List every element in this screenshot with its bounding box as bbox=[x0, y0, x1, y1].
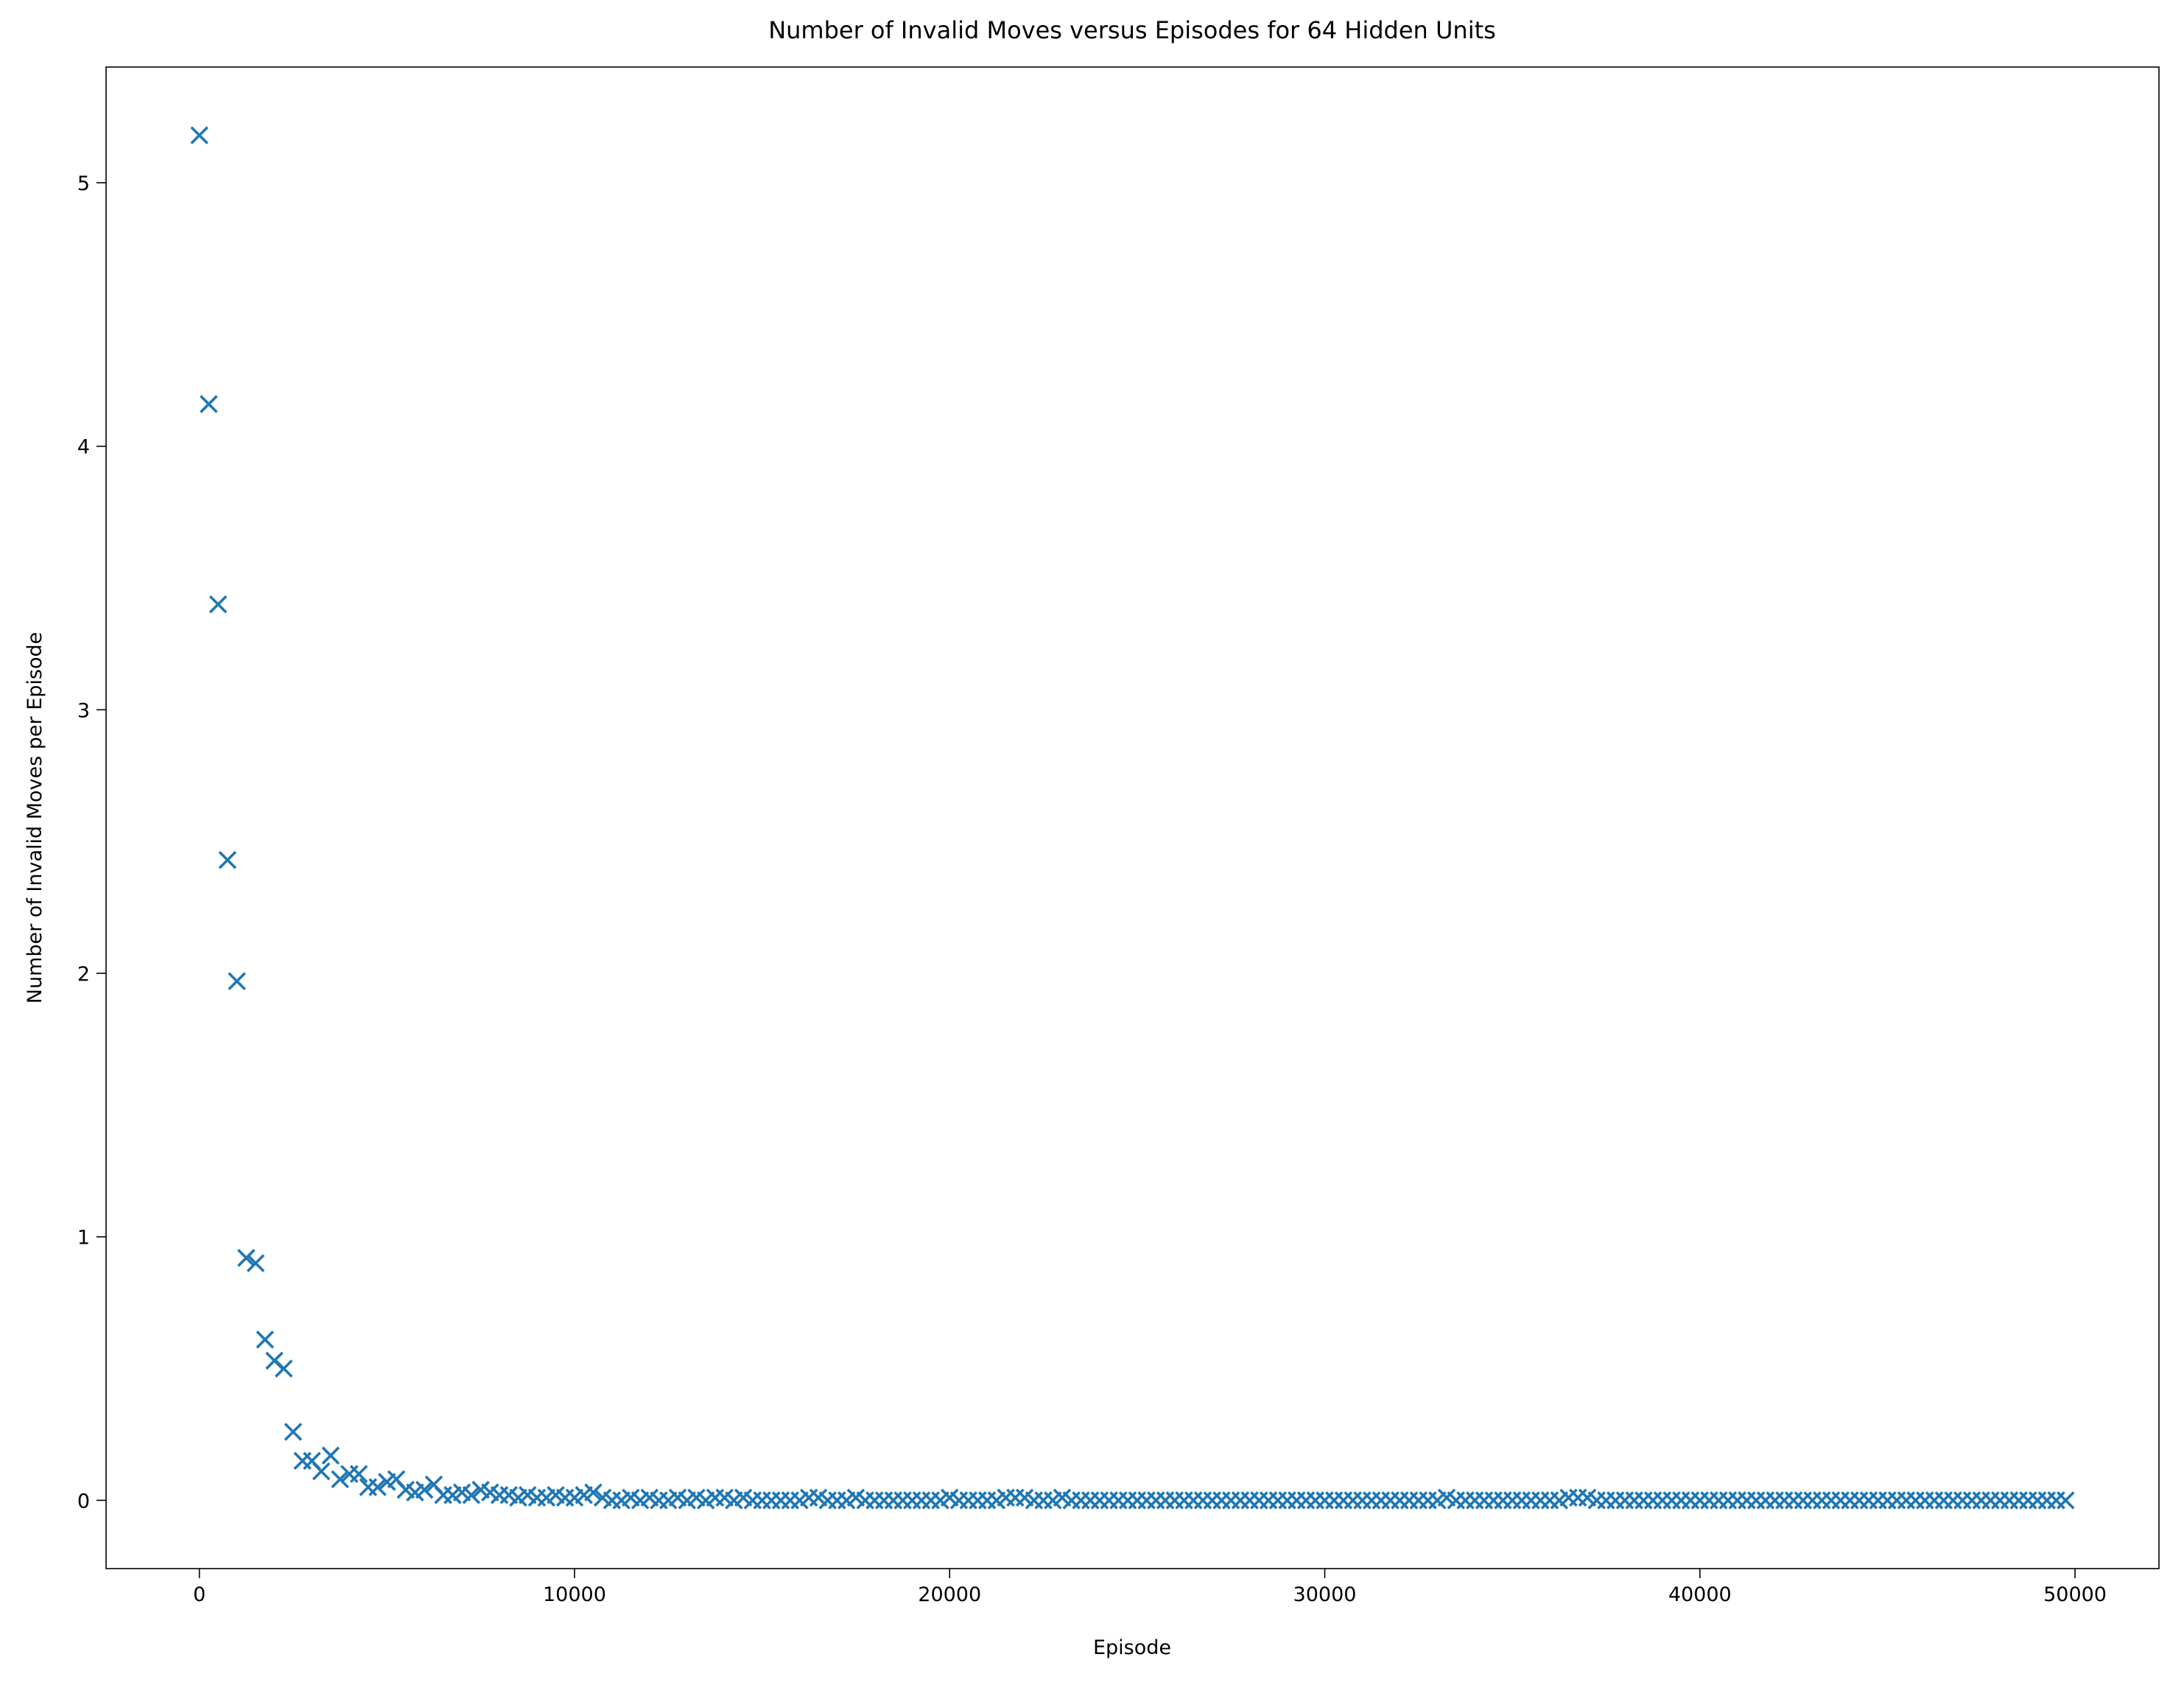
marker bbox=[246, 1254, 265, 1272]
marker bbox=[274, 1359, 293, 1378]
y-tick-label: 4 bbox=[77, 436, 90, 459]
marker bbox=[237, 1249, 256, 1267]
y-axis-label: Number of Invalid Moves per Episode bbox=[24, 632, 46, 1004]
marker bbox=[331, 1470, 349, 1489]
marker bbox=[368, 1478, 387, 1496]
marker bbox=[200, 395, 218, 413]
marker bbox=[284, 1423, 303, 1441]
marker bbox=[584, 1483, 603, 1502]
x-tick-label: 30000 bbox=[1293, 1583, 1357, 1606]
marker bbox=[218, 850, 237, 869]
y-tick-label: 5 bbox=[77, 172, 90, 195]
x-axis-label: Episode bbox=[1093, 1636, 1171, 1659]
x-tick-label: 10000 bbox=[543, 1583, 606, 1606]
x-tick-label: 20000 bbox=[918, 1583, 981, 1606]
marker bbox=[349, 1465, 368, 1483]
marker bbox=[415, 1480, 434, 1499]
plot-frame bbox=[105, 66, 2160, 1569]
marker bbox=[321, 1446, 340, 1465]
marker bbox=[228, 972, 246, 991]
x-tick-label: 50000 bbox=[2043, 1583, 2107, 1606]
marker bbox=[190, 126, 208, 144]
y-tick-label: 1 bbox=[77, 1227, 90, 1250]
x-tick-label: 0 bbox=[193, 1583, 206, 1606]
marker bbox=[312, 1462, 331, 1481]
marker bbox=[256, 1330, 275, 1349]
marker bbox=[462, 1485, 481, 1504]
y-tick-label: 0 bbox=[77, 1490, 90, 1513]
y-tick-label: 3 bbox=[77, 699, 90, 722]
marker bbox=[2057, 1491, 2075, 1510]
chart-title: Number of Invalid Moves versus Episodes … bbox=[768, 16, 1496, 44]
marker bbox=[208, 595, 228, 614]
x-tick-label: 40000 bbox=[1668, 1583, 1732, 1606]
y-tick-label: 2 bbox=[77, 963, 90, 986]
